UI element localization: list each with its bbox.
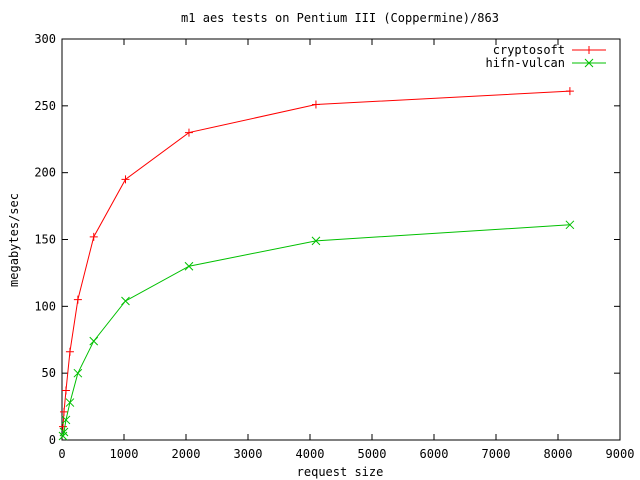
data-point [89,232,98,241]
data-point [59,407,68,416]
data-point [311,236,321,246]
x-tick-label: 6000 [420,447,449,461]
data-point [121,175,130,184]
data-point [65,347,74,356]
x-tick-label: 4000 [296,447,325,461]
data-point [65,398,75,407]
data-point [184,128,193,137]
y-tick-label: 50 [42,366,56,380]
data-point [58,422,67,431]
data-point [584,58,594,68]
data-point [61,386,70,395]
legend-label: hifn-vulcan [486,56,565,70]
x-tick-label: 5000 [358,447,387,461]
series-line [62,224,570,437]
data-point [121,296,130,306]
series-cryptosoft [58,87,574,431]
x-tick-label: 3000 [234,447,263,461]
y-tick-label: 250 [34,99,56,113]
legend-label: cryptosoft [493,43,565,57]
x-tick-label: 9000 [606,447,635,461]
series-line [62,90,570,427]
data-point [61,415,71,425]
data-point [585,46,593,54]
data-point [565,220,575,230]
data-point [565,87,574,96]
data-point [89,336,99,346]
x-tick-label: 8000 [544,447,573,461]
y-tick-label: 300 [34,32,56,46]
data-point [311,100,320,109]
x-tick-label: 1000 [110,447,139,461]
x-tick-label: 2000 [172,447,201,461]
y-tick-label: 100 [34,299,56,313]
data-point [73,368,83,378]
x-axis-label: request size [297,465,384,479]
data-point [59,427,69,437]
y-tick-label: 200 [34,166,56,180]
x-tick-label: 0 [58,447,65,461]
data-point [73,295,82,304]
y-axis-label: megabytes/sec [7,193,21,287]
chart-title: m1 aes tests on Pentium III (Coppermine)… [181,11,499,25]
y-tick-label: 0 [49,433,56,447]
data-point [184,261,194,271]
series-hifn-vulcan [58,220,575,441]
x-tick-label: 7000 [482,447,511,461]
y-tick-label: 150 [34,233,56,247]
